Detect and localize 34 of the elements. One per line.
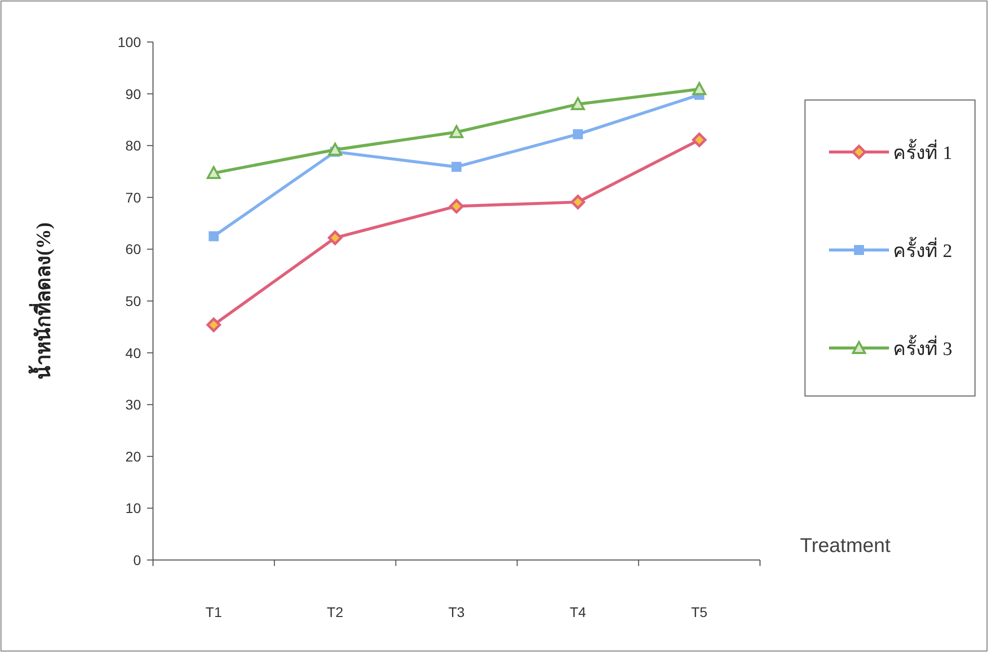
point: [208, 231, 219, 242]
x-tick-label: T1: [206, 604, 222, 620]
point: [692, 132, 707, 148]
x-tick-label: T5: [691, 604, 708, 620]
point: [570, 194, 586, 210]
point: [570, 97, 585, 110]
y-tick-label: 100: [118, 34, 142, 50]
point: [450, 125, 464, 138]
point: [206, 318, 221, 332]
x-axis-title: Treatment: [800, 535, 891, 557]
legend-label: ครั้งที่ 1: [893, 139, 952, 164]
point: [449, 198, 464, 214]
point: [328, 142, 342, 156]
point: [572, 129, 583, 140]
y-tick-label: 70: [125, 189, 142, 206]
x-tick-label: T2: [326, 604, 344, 620]
y-tick-label: 60: [125, 241, 142, 258]
y-tick-label: 20: [125, 448, 142, 464]
legend-label: ครั้งที่ 3: [893, 335, 952, 360]
point: [452, 162, 462, 172]
y-tick-label: 90: [125, 86, 142, 102]
y-axis-title: น้ำหนักที่ลดลง(%): [28, 222, 55, 380]
x-tick-label: T3: [448, 604, 465, 620]
x-tick-label: T4: [570, 604, 586, 620]
point: [692, 82, 706, 96]
y-tick-label: 80: [125, 138, 142, 154]
y-tick-label: 0: [133, 552, 142, 568]
y-tick-label: 40: [125, 344, 142, 361]
y-tick-label: 50: [125, 293, 142, 309]
point: [328, 230, 342, 246]
point: [206, 166, 221, 180]
legend-label: ครั้งที่ 2: [893, 237, 952, 262]
y-tick-label: 10: [125, 500, 142, 516]
y-tick-label: 30: [125, 396, 142, 413]
